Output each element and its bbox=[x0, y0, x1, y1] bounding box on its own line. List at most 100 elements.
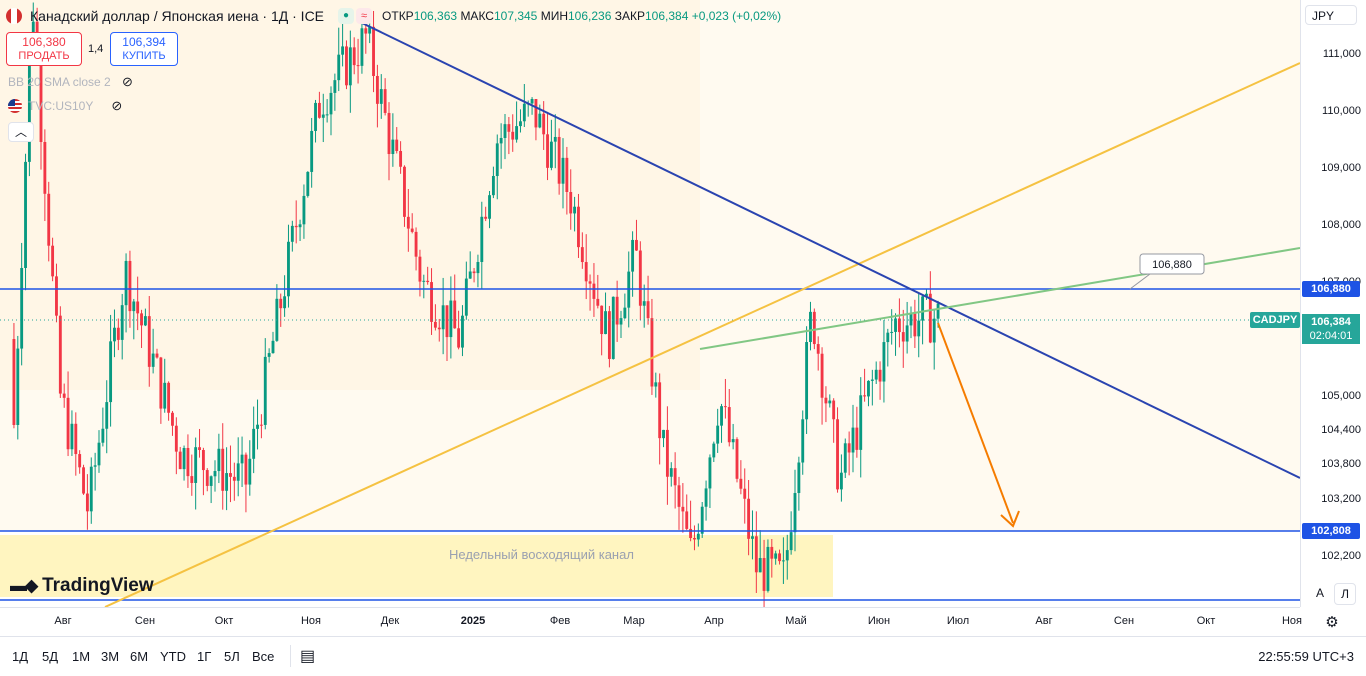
clock[interactable]: 22:55:59 UTC+3 bbox=[1258, 649, 1354, 664]
candle-body bbox=[538, 113, 542, 128]
candle-body bbox=[410, 228, 414, 232]
candle-body bbox=[515, 126, 519, 140]
currency-selector[interactable]: JPY bbox=[1305, 5, 1357, 25]
candle-body bbox=[727, 407, 731, 443]
buy-button[interactable]: 106,394 КУПИТЬ bbox=[110, 32, 178, 66]
candle-body bbox=[677, 485, 681, 507]
eye-hidden-icon[interactable]: ⊘ bbox=[111, 98, 123, 113]
candle-body bbox=[495, 143, 499, 176]
period-button[interactable]: 3М bbox=[101, 649, 120, 664]
collapse-legend-button[interactable]: ︿ bbox=[8, 122, 34, 142]
time-tick: Ноя bbox=[1281, 615, 1303, 627]
period-button[interactable]: 1Д bbox=[12, 649, 29, 664]
period-button[interactable]: 1М bbox=[72, 649, 91, 664]
log-scale-button[interactable]: Л bbox=[1334, 583, 1356, 605]
candle-body bbox=[553, 136, 557, 142]
period-button[interactable]: Все bbox=[252, 649, 275, 664]
price-axis[interactable]: JPY 111,000110,000109,000108,000107,0001… bbox=[1300, 0, 1366, 607]
candle-body bbox=[352, 47, 356, 66]
close-value: 106,384 bbox=[644, 9, 689, 23]
symbol-header: Канадский доллар / Японская иена · 1Д · … bbox=[6, 6, 781, 26]
period-button[interactable]: 5Д bbox=[42, 649, 59, 664]
market-status[interactable]: ● ≈ bbox=[338, 8, 373, 24]
symbol-title[interactable]: Канадский доллар / Японская иена · 1Д · … bbox=[30, 8, 325, 24]
candle-body bbox=[897, 318, 901, 333]
tradingview-logo[interactable]: ▬◆ TradingView bbox=[10, 575, 154, 597]
candle-body bbox=[650, 318, 654, 387]
candle-body bbox=[754, 536, 758, 573]
candle-body bbox=[372, 26, 375, 76]
candle-body bbox=[194, 447, 198, 483]
low-label: МИН bbox=[540, 9, 568, 23]
candle-body bbox=[839, 472, 843, 490]
candle-body bbox=[329, 92, 333, 115]
candle-body bbox=[484, 216, 488, 219]
candle-body bbox=[592, 283, 596, 299]
candle-body bbox=[348, 47, 352, 86]
candle-body bbox=[229, 473, 232, 477]
candle-body bbox=[205, 470, 209, 486]
sell-button[interactable]: 106,380 ПРОДАТЬ bbox=[6, 32, 82, 66]
price-tick: 103,800 bbox=[1321, 458, 1361, 471]
candle-body bbox=[321, 114, 325, 118]
candle-body bbox=[101, 428, 105, 443]
candle-body bbox=[379, 89, 383, 104]
candle-body bbox=[658, 382, 662, 439]
time-tick: Май bbox=[785, 615, 807, 627]
candle-body bbox=[387, 112, 391, 155]
period-button[interactable]: 6М bbox=[130, 649, 149, 664]
candle-body bbox=[669, 468, 673, 477]
candle-body bbox=[414, 231, 418, 257]
candle-body bbox=[631, 239, 635, 272]
symbol-tag: CADJPY bbox=[1250, 312, 1300, 328]
candle-body bbox=[317, 102, 321, 118]
candle-body bbox=[24, 161, 27, 268]
candle-body bbox=[39, 60, 43, 142]
time-tick: Сен bbox=[1113, 615, 1135, 627]
period-button[interactable]: 5Л bbox=[224, 649, 240, 664]
candle-body bbox=[283, 296, 287, 309]
gear-icon: ⚙ bbox=[1325, 614, 1339, 631]
candle-body bbox=[867, 380, 870, 397]
time-tick: Мар bbox=[623, 615, 645, 627]
chart-settings-button[interactable]: ⚙ bbox=[1322, 613, 1342, 631]
auto-scale-button[interactable]: А bbox=[1311, 583, 1329, 603]
candle-body bbox=[878, 369, 882, 382]
candle-body bbox=[534, 98, 538, 128]
calendar-icon[interactable]: ▤ bbox=[300, 648, 316, 665]
candle-body bbox=[685, 511, 689, 529]
change-value: +0,023 (+0,02%) bbox=[691, 9, 782, 23]
candle-body bbox=[430, 282, 433, 322]
chart-pane[interactable]: 106,880 Канадский доллар / Японская иена… bbox=[0, 0, 1300, 607]
price-chart[interactable]: 106,880 bbox=[0, 0, 1300, 607]
candle-body bbox=[925, 293, 928, 297]
candle-body bbox=[66, 397, 70, 450]
price-callout-pointer bbox=[1129, 273, 1151, 290]
period-button[interactable]: 1Г bbox=[197, 649, 212, 664]
candle-body bbox=[859, 395, 863, 450]
candle-body bbox=[774, 553, 778, 559]
price-tick: 105,000 bbox=[1321, 390, 1361, 402]
time-tick: Июн bbox=[867, 615, 891, 627]
period-button[interactable]: YTD bbox=[160, 649, 186, 664]
candle-body bbox=[399, 150, 403, 167]
price-tick: 111,000 bbox=[1322, 48, 1361, 60]
candle-body bbox=[132, 301, 136, 312]
date-range-button[interactable] bbox=[290, 645, 291, 667]
candle-body bbox=[797, 462, 801, 494]
candle-body bbox=[720, 406, 723, 426]
candle-body bbox=[85, 493, 89, 512]
candle-body bbox=[700, 506, 704, 534]
currency-label: JPY bbox=[1312, 9, 1335, 23]
candle-body bbox=[696, 533, 700, 540]
candle-body bbox=[917, 320, 921, 337]
time-axis[interactable]: Авг Сен Окт Ноя Дек 2025 Фев Мар Апр Май Июн Июл Авг… bbox=[0, 607, 1303, 636]
candle-body bbox=[905, 325, 909, 342]
candle-body bbox=[383, 89, 387, 113]
indicator-bb[interactable]: BB 20 SMA close 2 bbox=[8, 75, 111, 89]
candle-body bbox=[503, 124, 507, 138]
candle-body bbox=[298, 224, 302, 228]
eye-hidden-icon[interactable]: ⊘ bbox=[122, 74, 133, 89]
candle-body bbox=[596, 298, 600, 306]
indicator-us10y[interactable]: TVC:US10Y ⊘ bbox=[8, 98, 122, 114]
